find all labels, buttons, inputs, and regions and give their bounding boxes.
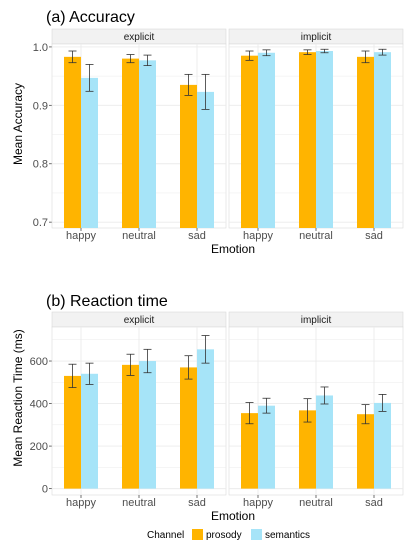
bar-prosody-happy <box>64 56 81 228</box>
y-tick-label: 0.8 <box>33 159 48 171</box>
bar-semantics-neutral <box>139 361 156 489</box>
chart-a-plot: 0.7 0.8 0.9 1.0 explicit happy neutral sad impli… <box>33 28 404 242</box>
legend-title: Channel <box>147 530 184 541</box>
x-tick-label: happy <box>66 230 96 242</box>
chart-b-plot: 0 200 400 600 explicit happy neutral sad implici… <box>30 311 404 509</box>
legend-label-semantics: semantics <box>265 530 310 541</box>
x-tick-label: sad <box>188 497 206 509</box>
bar-semantics-neutral <box>316 395 333 489</box>
bar-prosody-sad <box>357 56 374 228</box>
y-tick-label: 600 <box>30 356 48 368</box>
x-tick-label: happy <box>66 497 96 509</box>
legend-swatch-semantics <box>251 529 262 540</box>
bar-semantics-sad <box>374 52 391 228</box>
x-tick-label: neutral <box>122 497 156 509</box>
bar-semantics-happy <box>258 405 275 489</box>
x-tick-label: sad <box>188 230 206 242</box>
chart-a-title: (a) Accuracy <box>46 9 135 26</box>
x-tick-label: neutral <box>299 497 333 509</box>
chart-a-ylabel: Mean Accuracy <box>11 83 25 165</box>
bar-semantics-sad <box>197 91 214 229</box>
x-tick-label: neutral <box>122 230 156 242</box>
y-tick-label: 400 <box>30 399 48 411</box>
bar-prosody-sad <box>180 367 197 489</box>
facet-strip-label: implicit <box>301 315 332 326</box>
facet-strip-label: explicit <box>124 32 155 43</box>
chart-b-ylabel: Mean Reaction Time (ms) <box>11 329 25 466</box>
bar-semantics-happy <box>258 52 275 229</box>
bar-semantics-happy <box>81 77 98 228</box>
bar-semantics-neutral <box>316 51 333 229</box>
bar-prosody-neutral <box>299 410 316 489</box>
x-tick-label: sad <box>365 497 383 509</box>
x-tick-label: happy <box>243 497 273 509</box>
y-tick-label: 0.7 <box>33 217 48 229</box>
bar-prosody-sad <box>357 414 374 489</box>
bar-semantics-sad <box>197 349 214 489</box>
legend-label-prosody: prosody <box>206 530 242 541</box>
chart-b-title: (b) Reaction time <box>46 293 168 310</box>
bar-prosody-happy <box>241 55 258 228</box>
bar-semantics-neutral <box>139 60 156 228</box>
bar-prosody-neutral <box>122 364 139 489</box>
bar-prosody-sad <box>180 84 197 228</box>
legend: Channel prosody semantics <box>147 529 310 541</box>
chart-a-xlabel: Emotion <box>211 242 255 256</box>
chart-b-xlabel: Emotion <box>211 509 255 523</box>
y-tick-label: 200 <box>30 441 48 453</box>
bar-prosody-happy <box>241 413 258 489</box>
bar-prosody-neutral <box>299 52 316 228</box>
x-tick-label: sad <box>365 230 383 242</box>
y-tick-label: 0 <box>42 484 48 496</box>
bar-prosody-happy <box>64 375 81 489</box>
bar-semantics-happy <box>81 373 98 489</box>
x-tick-label: neutral <box>299 230 333 242</box>
facet-strip-label: explicit <box>124 315 155 326</box>
y-tick-label: 1.0 <box>33 42 48 54</box>
y-tick-label: 0.9 <box>33 100 48 112</box>
x-tick-label: happy <box>243 230 273 242</box>
bar-prosody-neutral <box>122 58 139 228</box>
bar-semantics-sad <box>374 402 391 489</box>
facet-strip-label: implicit <box>301 32 332 43</box>
legend-swatch-prosody <box>192 529 203 540</box>
